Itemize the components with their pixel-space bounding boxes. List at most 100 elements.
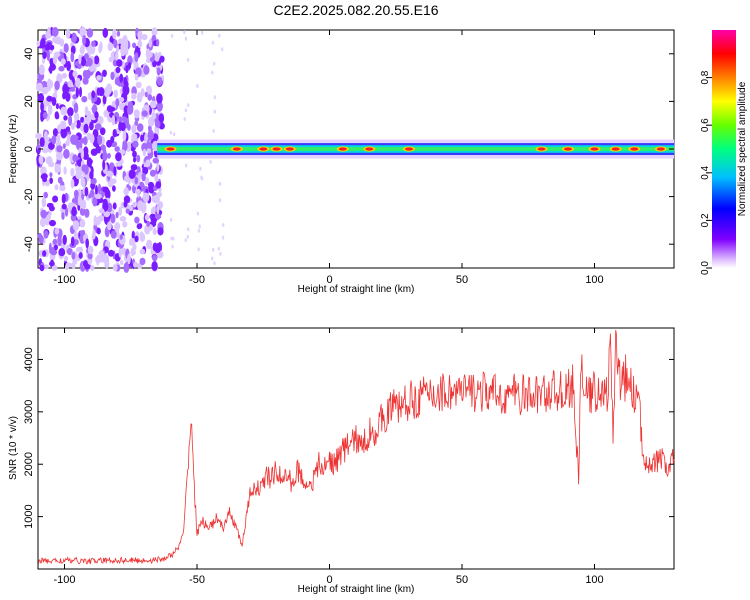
- noise-speck: [102, 69, 107, 78]
- noise-speck: [133, 109, 140, 119]
- carrier-peak-core: [272, 147, 281, 151]
- carrier-peak-core: [564, 147, 572, 151]
- noise-speck: [49, 177, 53, 184]
- noise-speck: [83, 123, 89, 134]
- noise-speck: [41, 87, 49, 95]
- noise-speck: [56, 134, 61, 142]
- noise-speck: [183, 117, 186, 121]
- noise-speck: [127, 62, 132, 70]
- noise-speck: [106, 170, 113, 177]
- noise-speck: [134, 176, 139, 185]
- x-tick-label: 0: [326, 574, 332, 586]
- noise-speck: [114, 77, 121, 86]
- noise-speck: [111, 209, 115, 216]
- noise-speck: [126, 253, 131, 265]
- y-tick-label: 3000: [23, 400, 35, 424]
- snr-marks: [37, 329, 675, 565]
- noise-speck: [90, 264, 95, 271]
- noise-speck: [65, 92, 71, 102]
- noise-speck: [131, 133, 138, 140]
- noise-speck: [152, 157, 160, 164]
- noise-speck: [84, 149, 88, 157]
- noise-speck: [155, 181, 162, 189]
- noise-speck: [147, 116, 155, 127]
- noise-speck: [135, 81, 142, 89]
- noise-speck: [42, 111, 48, 119]
- noise-speck: [127, 105, 133, 115]
- noise-speck: [43, 230, 49, 239]
- noise-speck: [111, 115, 116, 126]
- noise-speck: [108, 56, 113, 63]
- spectrogram-y-ticks: -40 -20 0 20 40: [23, 48, 674, 252]
- noise-speck: [92, 196, 98, 207]
- noise-speck: [146, 148, 152, 154]
- noise-speck: [102, 151, 108, 162]
- noise-speck: [196, 211, 200, 216]
- noise-speck: [102, 27, 109, 38]
- noise-speck: [102, 159, 106, 171]
- noise-speck: [52, 55, 58, 65]
- noise-speck: [146, 239, 153, 250]
- x-tick-label: -50: [189, 274, 205, 286]
- noise-speck: [42, 51, 47, 59]
- noise-speck: [197, 228, 201, 233]
- noise-speck: [40, 37, 46, 48]
- noise-speck: [212, 247, 215, 252]
- noise-speck: [96, 75, 102, 81]
- noise-speck: [110, 230, 117, 239]
- noise-speck: [86, 28, 94, 38]
- noise-speck: [55, 103, 59, 110]
- noise-speck: [119, 149, 126, 155]
- noise-speck: [148, 38, 152, 48]
- carrier-peak-core: [630, 147, 639, 151]
- x-tick-label: 50: [456, 274, 468, 286]
- y-tick-label: 1000: [23, 504, 35, 528]
- noise-speck: [58, 248, 66, 257]
- noise-speck: [144, 177, 150, 186]
- noise-speck: [49, 219, 56, 227]
- noise-speck: [211, 40, 215, 45]
- colorbar-tick-label: 0.0: [700, 261, 711, 275]
- noise-speck: [70, 167, 75, 177]
- noise-speck: [73, 102, 79, 114]
- noise-speck: [137, 172, 141, 183]
- noise-speck: [112, 202, 117, 210]
- noise-speck: [134, 120, 139, 126]
- noise-speck: [151, 261, 158, 271]
- noise-speck: [125, 64, 129, 74]
- noise-speck: [80, 56, 87, 67]
- noise-speck: [186, 234, 190, 239]
- noise-speck: [150, 100, 157, 109]
- noise-speck: [146, 220, 151, 227]
- noise-speck: [123, 262, 130, 273]
- y-tick-label: 20: [23, 95, 35, 107]
- noise-speck: [100, 144, 106, 151]
- noise-speck: [45, 31, 49, 39]
- carrier-core: [157, 147, 675, 151]
- y-tick-label: 4000: [23, 347, 35, 371]
- noise-speck: [47, 78, 52, 88]
- noise-speck: [89, 121, 94, 131]
- noise-speck: [170, 33, 174, 38]
- noise-speck: [119, 259, 124, 266]
- noise-speck: [76, 246, 82, 253]
- spectrogram-x-label: Height of straight line (km): [298, 284, 415, 295]
- noise-speck: [152, 227, 157, 235]
- noise-speck: [54, 227, 60, 235]
- carrier-peak-core: [537, 147, 546, 151]
- noise-speck: [201, 30, 204, 35]
- noise-speck: [106, 139, 113, 148]
- noise-speck: [94, 111, 99, 119]
- noise-speck: [94, 123, 102, 131]
- noise-speck: [66, 60, 71, 72]
- noise-speck: [112, 28, 117, 40]
- noise-speck: [132, 150, 137, 158]
- noise-speck: [87, 44, 91, 55]
- noise-speck: [51, 264, 58, 271]
- noise-speck: [99, 127, 106, 136]
- noise-speck: [154, 243, 161, 254]
- noise-speck: [88, 193, 92, 199]
- noise-speck: [98, 208, 105, 214]
- noise-speck: [51, 135, 57, 145]
- noise-speck: [156, 204, 160, 215]
